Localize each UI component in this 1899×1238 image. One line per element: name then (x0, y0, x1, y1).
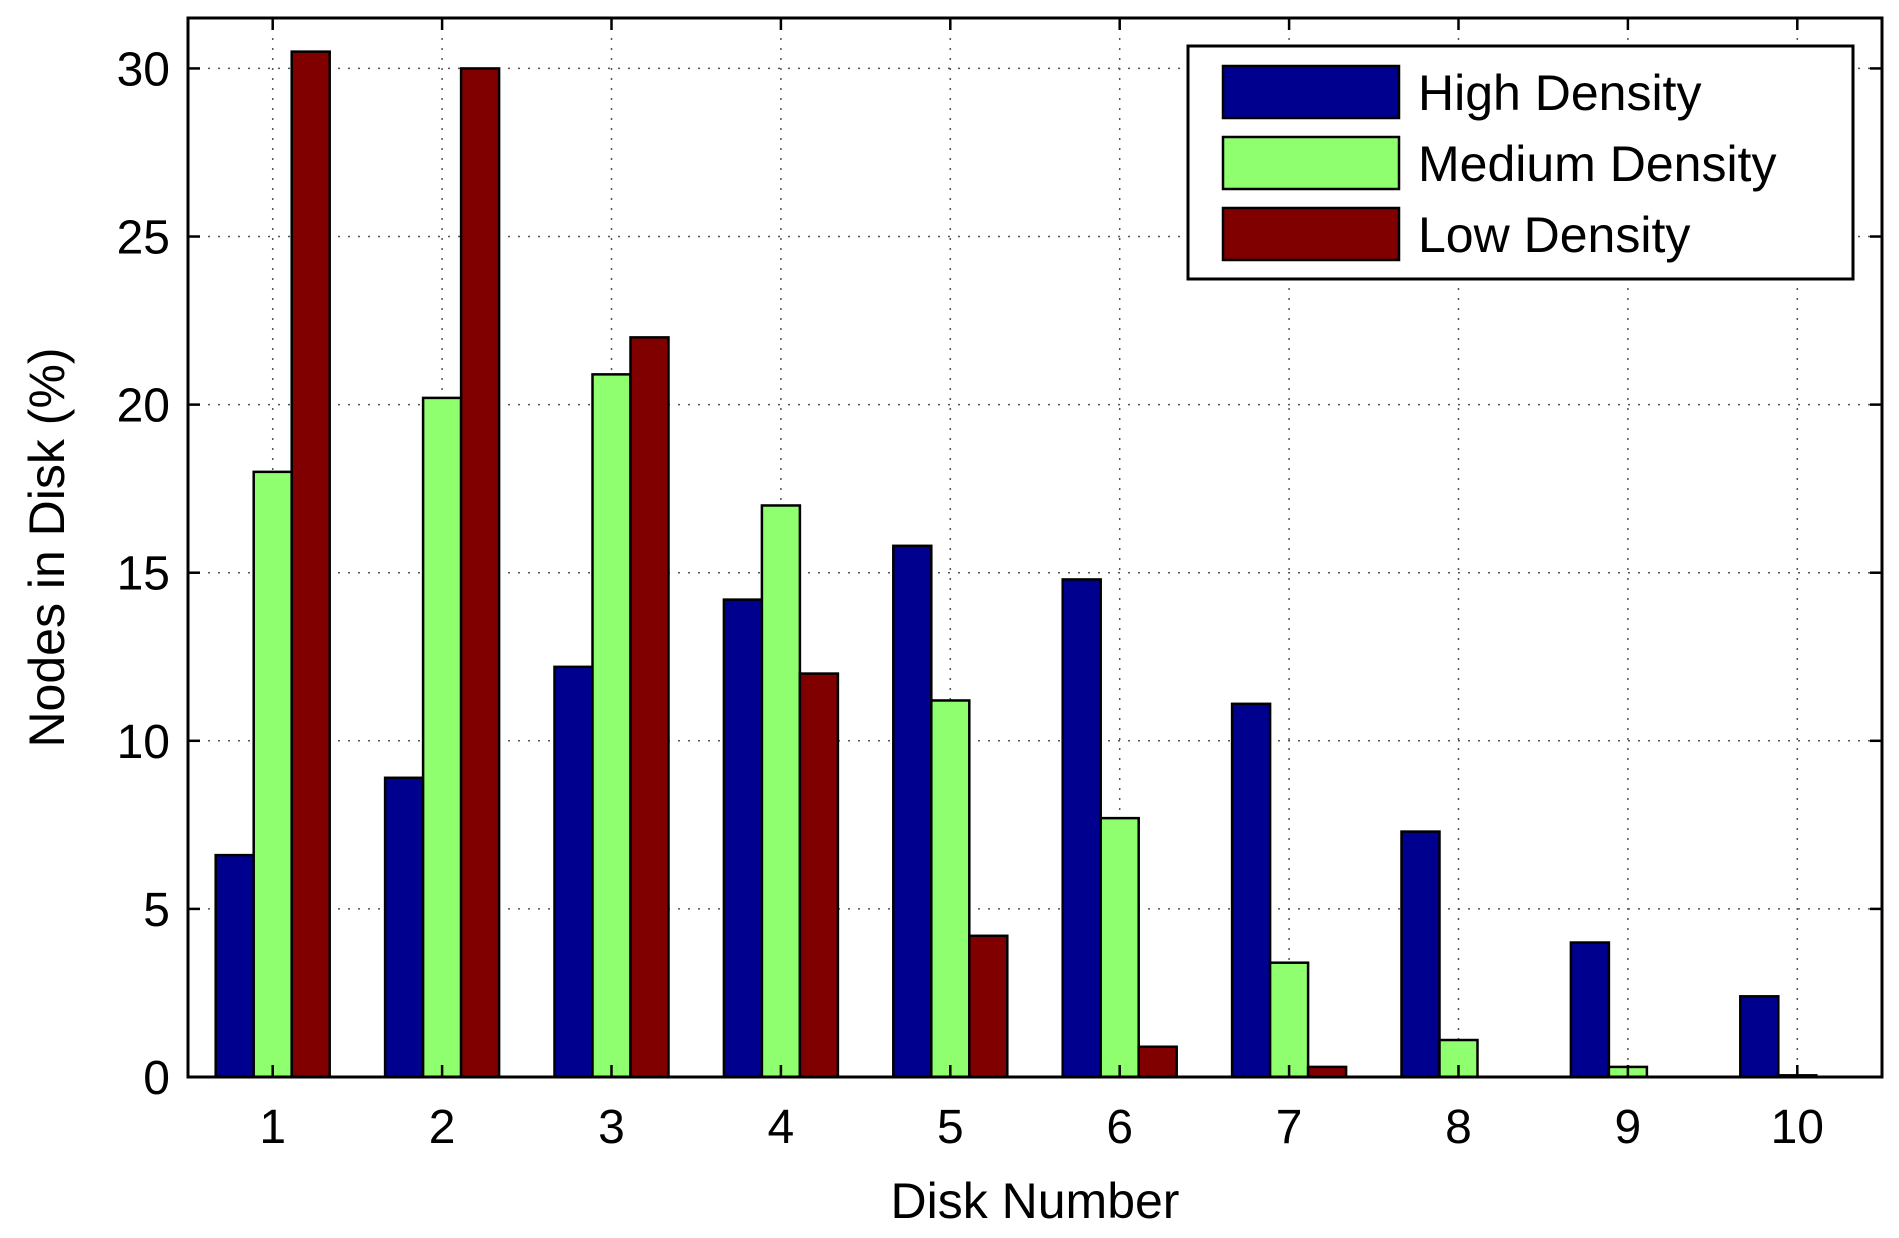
bar-high-density-3 (553, 665, 594, 1079)
bar-medium-density-4 (760, 504, 802, 1079)
bar-medium-density-5 (930, 699, 971, 1079)
bar-high-density-5 (892, 544, 933, 1079)
x-tick-label: 4 (768, 1101, 795, 1154)
y-tick-label: 0 (143, 1052, 170, 1105)
y-tick-label: 25 (117, 212, 170, 265)
x-tick-label: 1 (259, 1101, 286, 1154)
legend-label: High Density (1418, 65, 1701, 121)
bar-high-density-6 (1061, 578, 1102, 1079)
bar-medium-density-3 (591, 373, 632, 1079)
legend-swatch-low-density (1221, 206, 1401, 262)
bar-medium-density-7 (1268, 961, 1310, 1079)
bar-high-density-8 (1400, 830, 1441, 1079)
x-tick-label: 7 (1276, 1101, 1303, 1154)
bar-low-density-2 (459, 67, 501, 1079)
bar-high-density-7 (1230, 702, 1272, 1079)
y-axis-label: Nodes in Disk (%) (19, 347, 75, 747)
bar-high-density-10 (1739, 995, 1780, 1079)
x-tick-label: 5 (937, 1101, 964, 1154)
x-tick-label: 10 (1771, 1101, 1824, 1154)
y-tick-label: 10 (117, 716, 170, 769)
bar-low-density-6 (1137, 1045, 1178, 1079)
y-tick-label: 5 (143, 884, 170, 937)
bar-medium-density-1 (252, 470, 293, 1079)
x-tick-label: 2 (429, 1101, 456, 1154)
bar-high-density-4 (722, 598, 764, 1079)
legend: High Density Medium Density Low Density (1186, 44, 1855, 281)
x-tick-label: 9 (1615, 1101, 1642, 1154)
legend-swatch-medium-density (1221, 135, 1401, 191)
bar-medium-density-2 (421, 396, 463, 1079)
y-tick-label: 20 (117, 380, 170, 433)
bar-high-density-1 (214, 853, 255, 1079)
axes-frame (186, 16, 1884, 1079)
bar-medium-density-6 (1099, 816, 1140, 1079)
legend-label: Medium Density (1418, 136, 1776, 192)
x-tick-label: 3 (598, 1101, 625, 1154)
bar-low-density-7 (1306, 1065, 1348, 1079)
x-tick-label: 6 (1106, 1101, 1133, 1154)
bar-low-density-3 (629, 336, 670, 1079)
bar-low-density-1 (290, 50, 331, 1079)
x-tick-label: 8 (1445, 1101, 1472, 1154)
bar-high-density-2 (383, 776, 425, 1079)
bar-low-density-4 (798, 672, 840, 1079)
legend-swatch-high-density (1221, 64, 1401, 120)
legend-label: Low Density (1418, 207, 1690, 263)
bar-high-density-9 (1569, 941, 1611, 1079)
y-tick-label: 30 (117, 43, 170, 96)
bar-low-density-5 (968, 934, 1009, 1079)
y-tick-label: 15 (117, 548, 170, 601)
x-axis-label: Disk Number (891, 1173, 1180, 1229)
ticks: 0 5 10 15 20 25 30 1 2 3 4 5 6 7 8 9 10 (117, 18, 1882, 1154)
bars (214, 50, 1818, 1079)
